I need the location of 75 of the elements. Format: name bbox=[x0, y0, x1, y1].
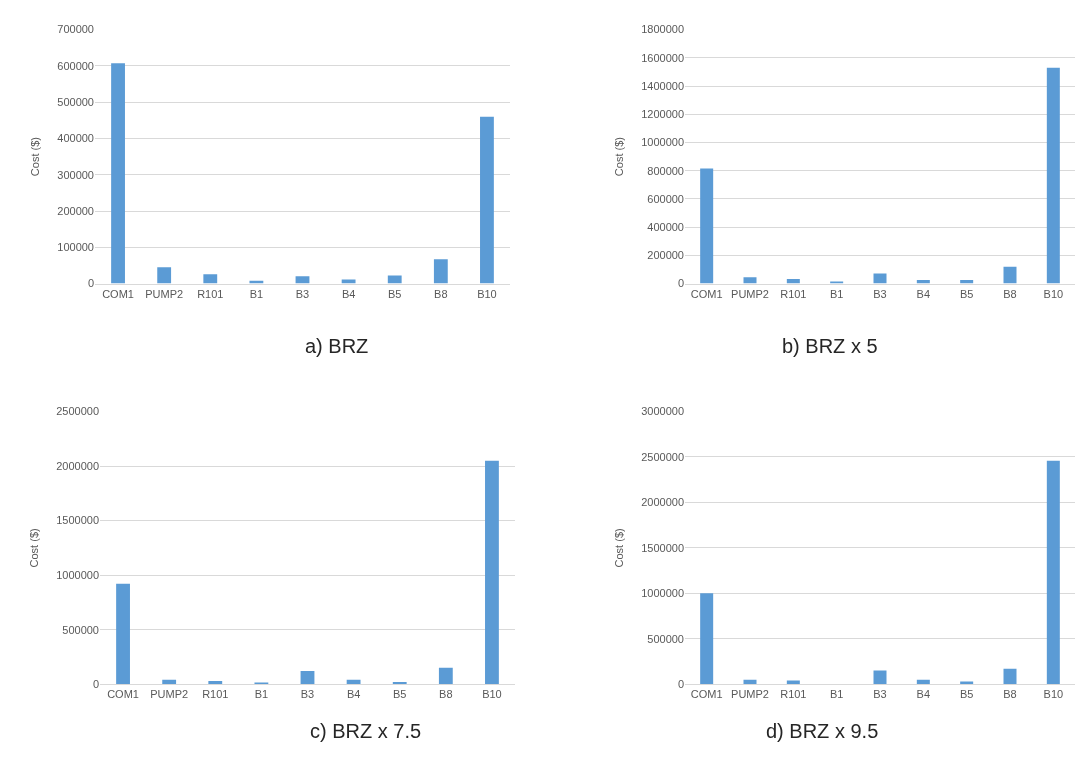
text: a) BRZ bbox=[305, 335, 369, 357]
x-tick-label: B5 bbox=[959, 688, 974, 701]
y-tick-label: 200000 bbox=[647, 249, 684, 262]
y-axis-title: Cost ($) bbox=[612, 528, 625, 568]
x-tick-label: B5 bbox=[959, 287, 974, 300]
x-tick-label: PUMP2 bbox=[731, 287, 769, 300]
x-tick-label: B4 bbox=[916, 287, 931, 300]
y-tick-label: 600000 bbox=[57, 59, 94, 72]
x-tick-label: R101 bbox=[197, 287, 224, 300]
x-tick-label: B4 bbox=[341, 287, 356, 300]
x-tick-label: B10 bbox=[1043, 688, 1064, 701]
x-tick-label: R101 bbox=[780, 287, 807, 300]
x-tick-label: PUMP2 bbox=[145, 287, 184, 300]
x-tick-label: PUMP2 bbox=[731, 688, 769, 701]
x-tick-label: B1 bbox=[829, 688, 844, 701]
x-tick-label: B3 bbox=[300, 688, 315, 701]
y-tick-label: 0 bbox=[677, 277, 684, 290]
x-tick-label: B8 bbox=[439, 688, 453, 701]
y-tick-label: 1000000 bbox=[56, 569, 99, 581]
x-tick-label: B10 bbox=[482, 688, 502, 701]
y-tick-label: 1600000 bbox=[641, 51, 684, 64]
x-tick-label: B3 bbox=[873, 287, 887, 300]
x-tick-label: B8 bbox=[1003, 688, 1017, 701]
y-tick-label: 2000000 bbox=[641, 496, 684, 509]
x-tick-label: B4 bbox=[916, 688, 931, 701]
x-tick-label: B4 bbox=[346, 688, 361, 701]
y-tick-label: 400000 bbox=[57, 132, 94, 145]
text: d) BRZ x 9.5 bbox=[766, 720, 879, 742]
x-tick-label: B5 bbox=[387, 287, 402, 300]
y-tick-label: 0 bbox=[92, 678, 99, 691]
y-tick-label: 100000 bbox=[57, 241, 94, 254]
x-tick-label: R101 bbox=[202, 688, 229, 701]
y-tick-label: 0 bbox=[87, 277, 94, 290]
y-tick-label: 300000 bbox=[57, 168, 94, 181]
y-tick-label: 800000 bbox=[647, 164, 684, 177]
y-axis-title: Cost ($) bbox=[612, 137, 625, 177]
y-tick-label: 1500000 bbox=[641, 541, 684, 554]
x-tick-label: B1 bbox=[829, 287, 844, 300]
y-tick-label: 2500000 bbox=[641, 450, 684, 463]
y-tick-label: 1400000 bbox=[641, 79, 684, 92]
x-tick-label: B10 bbox=[477, 287, 497, 300]
x-tick-label: B8 bbox=[1003, 287, 1017, 300]
x-tick-label: B5 bbox=[392, 688, 407, 701]
x-tick-label: B8 bbox=[434, 287, 448, 300]
y-tick-label: 1000000 bbox=[641, 587, 684, 600]
y-tick-label: 2500000 bbox=[56, 405, 99, 418]
y-tick-label: 200000 bbox=[57, 204, 94, 217]
y-tick-label: 0 bbox=[677, 678, 684, 691]
x-tick-label: R101 bbox=[780, 688, 807, 701]
x-tick-label: COM1 bbox=[102, 287, 134, 300]
x-tick-label: B3 bbox=[295, 287, 310, 300]
y-tick-label: 700000 bbox=[57, 23, 94, 36]
x-tick-label: COM1 bbox=[690, 688, 723, 701]
y-tick-label: 1500000 bbox=[56, 514, 99, 527]
y-tick-label: 500000 bbox=[57, 96, 94, 109]
y-tick-label: 400000 bbox=[647, 220, 684, 233]
x-tick-label: B1 bbox=[249, 287, 264, 300]
y-tick-label: 3000000 bbox=[641, 405, 684, 418]
y-tick-label: 2000000 bbox=[56, 459, 99, 472]
x-tick-label: PUMP2 bbox=[150, 688, 189, 701]
y-axis-title: Cost ($) bbox=[27, 528, 40, 568]
y-tick-label: 1800000 bbox=[641, 23, 684, 36]
x-tick-label: COM1 bbox=[107, 688, 139, 701]
y-tick-label: 500000 bbox=[647, 632, 684, 645]
y-tick-label: 600000 bbox=[647, 192, 684, 205]
y-tick-label: 500000 bbox=[62, 623, 99, 636]
y-tick-label: 1000000 bbox=[641, 136, 684, 149]
x-tick-label: B3 bbox=[873, 688, 887, 701]
x-tick-label: COM1 bbox=[690, 287, 723, 300]
text: c) BRZ x 7.5 bbox=[310, 720, 422, 742]
y-tick-label: 1200000 bbox=[641, 108, 684, 121]
x-tick-label: B10 bbox=[1043, 287, 1064, 300]
y-axis-title: Cost ($) bbox=[28, 137, 41, 177]
text: b) BRZ x 5 bbox=[782, 335, 878, 357]
x-tick-label: B1 bbox=[254, 688, 269, 701]
